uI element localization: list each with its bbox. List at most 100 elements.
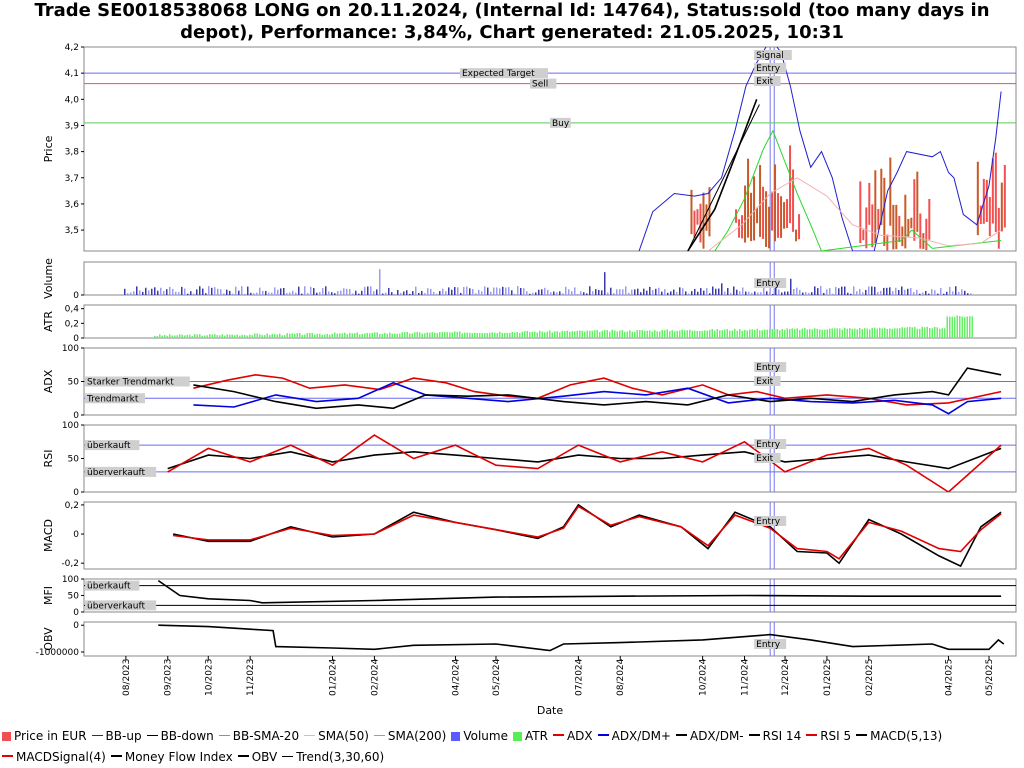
atr-bar bbox=[329, 334, 331, 338]
volume-bar bbox=[625, 286, 627, 295]
price-candle bbox=[895, 204, 898, 250]
adx-series-adx bbox=[193, 373, 1002, 406]
atr-bar bbox=[324, 334, 326, 338]
atr-bar bbox=[396, 333, 398, 338]
volume-bar bbox=[199, 286, 201, 295]
atr-bar bbox=[576, 330, 578, 338]
rsi-marker-exit: Exit bbox=[756, 454, 774, 464]
volume-bar bbox=[142, 291, 144, 295]
atr-bar bbox=[926, 326, 928, 338]
volume-bar bbox=[178, 292, 180, 295]
volume-bar bbox=[595, 289, 597, 295]
volume-bar bbox=[859, 289, 861, 295]
volume-bar bbox=[655, 288, 657, 295]
atr-bar bbox=[789, 329, 791, 338]
legend-swatch bbox=[218, 735, 230, 736]
volume-bar bbox=[679, 287, 681, 295]
volume-bar bbox=[478, 289, 480, 295]
price-series-bb-sma-20 bbox=[714, 129, 1002, 251]
atr-bar bbox=[189, 334, 191, 338]
volume-bar bbox=[958, 291, 960, 295]
volume-bar bbox=[493, 287, 495, 295]
volume-bar bbox=[388, 287, 390, 295]
volume-bar bbox=[214, 287, 216, 295]
atr-bar bbox=[616, 331, 618, 338]
atr-bar bbox=[444, 331, 446, 338]
atr-bar bbox=[916, 328, 918, 338]
volume-bar bbox=[694, 288, 696, 295]
price-candle bbox=[765, 191, 768, 247]
price-ytick-label: 3,6 bbox=[65, 200, 80, 210]
volume-bar bbox=[754, 291, 756, 295]
volume-bar bbox=[724, 291, 726, 295]
atr-bar bbox=[774, 328, 776, 338]
volume-bar bbox=[289, 292, 291, 295]
volume-bar bbox=[304, 286, 306, 295]
atr-bar bbox=[704, 330, 706, 338]
price-candle bbox=[798, 214, 801, 240]
volume-bar bbox=[169, 286, 171, 295]
volume-bar bbox=[814, 286, 816, 295]
price-hline-label-1: Sell bbox=[532, 80, 548, 90]
volume-bar bbox=[133, 291, 135, 295]
volume-bar bbox=[412, 291, 414, 295]
volume-bar bbox=[151, 288, 153, 295]
volume-bar bbox=[760, 292, 762, 295]
volume-bar bbox=[514, 293, 516, 295]
atr-bar bbox=[386, 333, 388, 338]
legend-item: ADX bbox=[552, 726, 593, 747]
atr-bar bbox=[951, 316, 953, 338]
price-series-bb-up bbox=[638, 47, 1002, 251]
legend-item: BB-down bbox=[146, 726, 214, 747]
atr-bar bbox=[454, 331, 456, 338]
atr-bar bbox=[494, 332, 496, 338]
adx-marker-exit: Exit bbox=[756, 377, 774, 387]
atr-bar bbox=[734, 328, 736, 338]
volume-bar bbox=[130, 292, 132, 295]
atr-bar bbox=[799, 329, 801, 338]
atr-bar bbox=[311, 332, 313, 338]
atr-bar bbox=[674, 331, 676, 338]
volume-bar bbox=[292, 290, 294, 295]
price-candle bbox=[889, 157, 892, 226]
legend-item: RSI 5 bbox=[806, 726, 851, 747]
legend-label: MACD(5,13) bbox=[870, 729, 943, 743]
legend-item: RSI 14 bbox=[748, 726, 801, 747]
rsi-hline-label-bg bbox=[85, 440, 140, 451]
price-candle bbox=[880, 168, 883, 225]
volume-bar bbox=[538, 289, 540, 295]
legend-swatch bbox=[806, 734, 818, 736]
volume-bar bbox=[610, 287, 612, 295]
atr-bar bbox=[964, 317, 966, 338]
mfi-ylabel: MFI bbox=[42, 586, 55, 605]
volume-bar bbox=[733, 286, 735, 295]
rsi-hline-label-0: überkauft bbox=[87, 441, 131, 451]
volume-bar bbox=[433, 291, 435, 295]
atr-bar bbox=[166, 335, 168, 338]
atr-bar bbox=[779, 330, 781, 338]
volume-bar bbox=[463, 286, 465, 295]
legend-item: Trend(3,30,60) bbox=[282, 747, 384, 768]
volume-bar bbox=[262, 290, 264, 295]
volume-bar bbox=[427, 288, 429, 295]
volume-bar bbox=[517, 286, 519, 295]
price-candle bbox=[979, 205, 982, 225]
price-candle bbox=[744, 185, 747, 243]
volume-bar bbox=[940, 287, 942, 295]
atr-bar bbox=[421, 333, 423, 338]
obv-ytick-label: 0 bbox=[73, 621, 79, 631]
volume-bar bbox=[619, 289, 621, 295]
volume-bar bbox=[631, 289, 633, 295]
atr-bar bbox=[646, 330, 648, 338]
atr-bar bbox=[609, 331, 611, 338]
atr-bar bbox=[434, 332, 436, 338]
volume-bar bbox=[136, 286, 138, 295]
macd-ytick-label: 0,2 bbox=[65, 501, 79, 511]
atr-bar bbox=[379, 333, 381, 338]
volume-bar bbox=[892, 291, 894, 295]
atr-bar bbox=[631, 331, 633, 338]
volume-bar bbox=[532, 292, 534, 295]
atr-bar bbox=[409, 333, 411, 338]
atr-bar bbox=[341, 333, 343, 338]
volume-bar bbox=[922, 292, 924, 295]
